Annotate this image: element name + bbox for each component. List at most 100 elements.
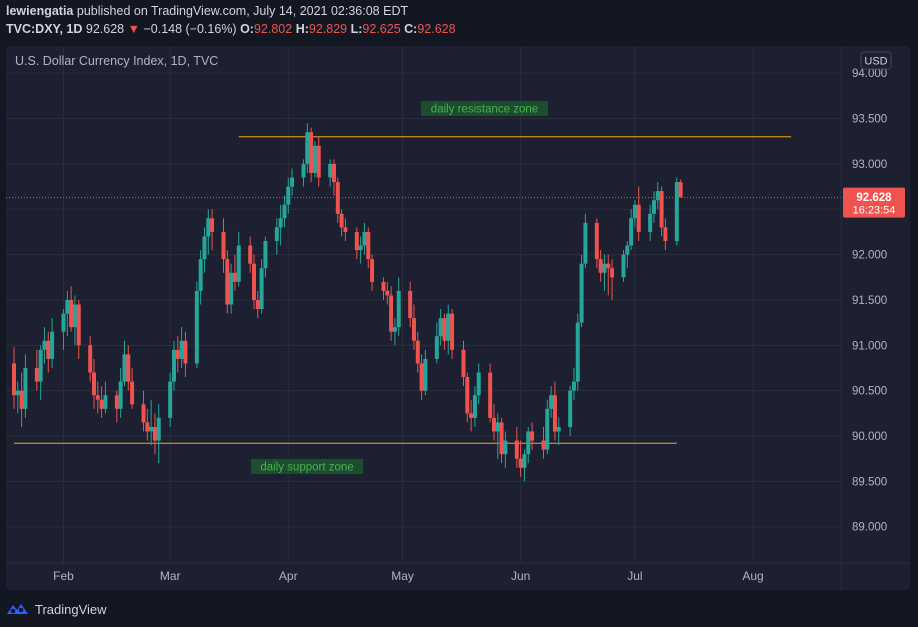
candle-body xyxy=(152,426,157,441)
candle xyxy=(358,236,363,264)
candle xyxy=(76,299,81,359)
y-tick-label: 91.000 xyxy=(852,340,887,352)
candle xyxy=(72,295,77,346)
candle-body xyxy=(396,290,401,328)
candle-body xyxy=(12,363,16,396)
tradingview-brand[interactable]: TradingView xyxy=(6,599,107,619)
candle xyxy=(69,286,74,332)
candle xyxy=(61,309,66,350)
candle xyxy=(655,182,660,210)
resistance-label: daily resistance zone xyxy=(431,104,538,116)
candle xyxy=(236,231,241,287)
candle xyxy=(415,331,420,373)
candle-body xyxy=(301,163,306,178)
candle xyxy=(278,204,283,246)
candle xyxy=(118,367,123,418)
candle xyxy=(518,440,523,477)
candle xyxy=(88,336,93,382)
candle-body xyxy=(312,145,317,173)
candle xyxy=(232,254,237,291)
candle xyxy=(438,309,443,346)
candle-body xyxy=(476,372,481,396)
x-tick-label: May xyxy=(391,569,414,583)
candle-body xyxy=(366,231,371,260)
candle-body xyxy=(514,440,519,459)
candle xyxy=(149,399,154,446)
candle xyxy=(99,386,104,418)
candle-body xyxy=(118,381,123,409)
change-text: −0.148 (−0.16%) xyxy=(143,22,237,36)
candle xyxy=(385,281,390,305)
candle-body xyxy=(171,349,176,382)
candle xyxy=(309,127,314,183)
candle-body xyxy=(549,395,554,409)
candle xyxy=(610,259,615,300)
candle xyxy=(549,386,554,418)
x-tick-label: Aug xyxy=(742,569,763,583)
candle-body xyxy=(179,340,184,359)
candle-body xyxy=(309,132,314,173)
candle-body xyxy=(76,304,81,346)
candle xyxy=(305,123,310,173)
candle-body xyxy=(206,218,211,237)
candle xyxy=(552,381,557,441)
y-tick-label: 93.500 xyxy=(852,114,887,126)
brand-name: TradingView xyxy=(35,601,107,617)
time-axis[interactable]: Feb Mar Apr May Jun Jul Aug xyxy=(6,562,910,583)
candle xyxy=(248,236,253,273)
candle xyxy=(583,213,588,269)
candle xyxy=(126,345,131,391)
currency-badge[interactable] xyxy=(860,51,892,70)
y-tick-label: 90.500 xyxy=(852,386,887,398)
candle xyxy=(23,354,28,418)
candle-body xyxy=(411,318,416,341)
author-name[interactable]: lewiengatia xyxy=(6,4,74,18)
candle xyxy=(446,304,451,355)
candle-body xyxy=(65,299,70,314)
candle xyxy=(290,168,295,196)
candle-body xyxy=(621,254,626,278)
candle-body xyxy=(42,340,47,350)
candle-body xyxy=(331,163,336,183)
candle xyxy=(392,318,397,346)
candle xyxy=(442,313,447,350)
price-axis[interactable]: 94.00093.50093.00092.50092.00091.50091.0… xyxy=(840,46,905,590)
candle-body xyxy=(461,349,466,378)
candle xyxy=(632,200,637,228)
candle-body xyxy=(419,363,424,391)
x-tick-label: Apr xyxy=(279,569,298,583)
candle xyxy=(606,254,611,296)
candle xyxy=(408,281,413,328)
candle xyxy=(678,179,683,198)
chart-pane[interactable]: daily resistance zone daily support zone … xyxy=(6,46,910,590)
candle-body xyxy=(19,390,24,409)
candle-body xyxy=(202,236,207,260)
candle-body xyxy=(571,381,576,391)
open-label: O: xyxy=(240,22,254,36)
candle-body xyxy=(499,422,504,455)
open-value: 92.802 xyxy=(253,22,293,36)
candle xyxy=(651,191,656,223)
resistance-label-box xyxy=(421,101,548,116)
candle-body xyxy=(651,200,656,214)
candle-body xyxy=(335,182,340,214)
candle-body xyxy=(526,431,531,455)
high-label: H: xyxy=(295,22,309,36)
candle xyxy=(514,426,519,468)
candle xyxy=(198,250,203,305)
candle-body xyxy=(370,259,375,282)
last-price-text: 92.628 xyxy=(85,22,125,36)
candle-body xyxy=(674,182,679,242)
candle xyxy=(568,386,573,437)
candle-body xyxy=(465,377,470,414)
candle xyxy=(130,367,135,409)
candle-body xyxy=(91,372,96,396)
candle-body xyxy=(598,259,603,273)
candle xyxy=(625,241,630,269)
candle xyxy=(663,218,668,251)
x-tick-label: Mar xyxy=(160,569,181,583)
candle xyxy=(503,431,508,468)
candle xyxy=(354,227,359,260)
candle-body xyxy=(602,263,607,273)
